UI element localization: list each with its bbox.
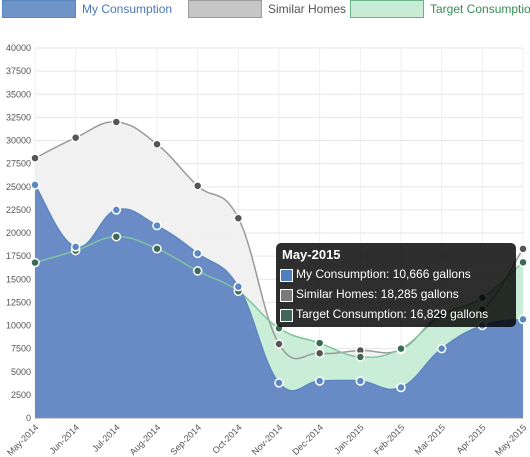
x-tick-label: Apr-2015 (454, 422, 487, 455)
point-my-consumption[interactable] (111, 205, 122, 215)
y-tick-label: 0 (26, 413, 31, 423)
tooltip-swatch-my-consumption (280, 269, 293, 282)
point-my-consumption[interactable] (233, 281, 244, 292)
x-axis: May-2014 Jun-2014 Jul-2014 Aug-2014 Sep-2014… (5, 417, 528, 457)
legend-label-my-consumption: My Consumption (82, 2, 173, 16)
tooltip-title: May-2015 (282, 247, 341, 262)
point-target-consumption[interactable] (30, 257, 40, 268)
y-tick-label: 5000 (11, 367, 31, 377)
point-similar-homes[interactable] (314, 348, 325, 358)
point-similar-homes[interactable] (30, 153, 40, 163)
point-similar-homes[interactable] (233, 213, 244, 223)
y-tick-label: 17500 (6, 251, 31, 261)
point-my-consumption[interactable] (396, 382, 406, 393)
area-my-consumption (35, 184, 523, 418)
legend: My Consumption Similar Homes Target Cons… (0, 0, 530, 20)
point-target-consumption[interactable] (396, 343, 406, 354)
x-tick-label: Dec-2014 (290, 422, 325, 457)
x-tick-label: Oct-2014 (210, 422, 243, 455)
point-my-consumption[interactable] (436, 343, 447, 354)
point-target-consumption[interactable] (518, 257, 528, 268)
y-tick-label: 25000 (6, 182, 31, 192)
y-tick-label: 7500 (11, 344, 31, 354)
tooltip-text-target-consumption: Target Consumption: 16,829 gallons (296, 307, 489, 321)
x-tick-label: Nov-2014 (250, 422, 285, 457)
point-target-consumption[interactable] (152, 243, 162, 254)
legend-swatch-my-consumption (2, 0, 76, 18)
legend-label-similar-homes: Similar Homes (268, 2, 347, 16)
x-tick-label: Sep-2014 (168, 422, 203, 457)
x-tick-label: Jun-2014 (47, 422, 81, 456)
legend-swatch-target-consumption (350, 0, 424, 18)
legend-label-target-consumption: Target Consumption (430, 2, 530, 16)
tooltip-swatch-target-consumption (280, 309, 293, 322)
y-tick-label: 2500 (11, 390, 31, 400)
point-similar-homes[interactable] (518, 244, 528, 254)
x-tick-label: May-2014 (5, 422, 40, 457)
point-target-consumption[interactable] (314, 338, 325, 348)
point-my-consumption[interactable] (314, 376, 325, 386)
x-tick-label: Jul-2014 (90, 422, 121, 453)
point-my-consumption[interactable] (192, 248, 203, 259)
y-tick-label: 10000 (6, 321, 31, 331)
y-tick-label: 27500 (6, 159, 31, 169)
y-tick-label: 32500 (6, 112, 31, 122)
x-tick-label: Mar-2015 (413, 422, 447, 456)
point-my-consumption[interactable] (152, 220, 162, 231)
y-tick-label: 15000 (6, 274, 31, 284)
tooltip-text-my-consumption: My Consumption: 10,666 gallons (296, 267, 471, 281)
x-tick-label: Aug-2014 (128, 422, 163, 457)
series-areas (35, 121, 523, 418)
tooltip-text-similar-homes: Similar Homes: 18,285 gallons (296, 287, 459, 301)
y-tick-label: 22500 (6, 205, 31, 215)
point-my-consumption[interactable] (274, 378, 284, 388)
y-tick-label: 37500 (6, 66, 31, 76)
x-tick-label: May-2015 (493, 422, 528, 457)
y-tick-label: 12500 (6, 297, 31, 307)
y-tick-label: 35000 (6, 89, 31, 99)
point-my-consumption[interactable] (30, 180, 40, 190)
point-my-consumption[interactable] (70, 242, 81, 252)
tooltip-swatch-similar-homes (280, 289, 293, 302)
point-target-consumption[interactable] (355, 352, 366, 362)
point-my-consumption[interactable] (518, 314, 528, 325)
point-similar-homes[interactable] (152, 139, 162, 149)
point-similar-homes[interactable] (70, 132, 81, 143)
x-tick-label: Feb-2015 (372, 422, 406, 456)
y-axis: 0 2500 5000 7500 10000 12500 15000 17500 20000 22… (6, 43, 31, 423)
y-tick-label: 20000 (6, 228, 31, 238)
x-tick-label: Jan-2015 (332, 422, 366, 456)
point-similar-homes[interactable] (192, 181, 203, 191)
y-tick-label: 30000 (6, 136, 31, 146)
point-my-consumption[interactable] (355, 376, 366, 386)
legend-swatch-similar-homes (188, 0, 262, 18)
point-target-consumption[interactable] (111, 231, 122, 242)
point-similar-homes[interactable] (111, 117, 122, 127)
point-target-consumption[interactable] (192, 266, 203, 276)
y-tick-label: 40000 (6, 43, 31, 53)
tooltip: May-2015 My Consumption: 10,666 gallons … (276, 243, 516, 327)
point-similar-homes[interactable] (274, 339, 284, 349)
